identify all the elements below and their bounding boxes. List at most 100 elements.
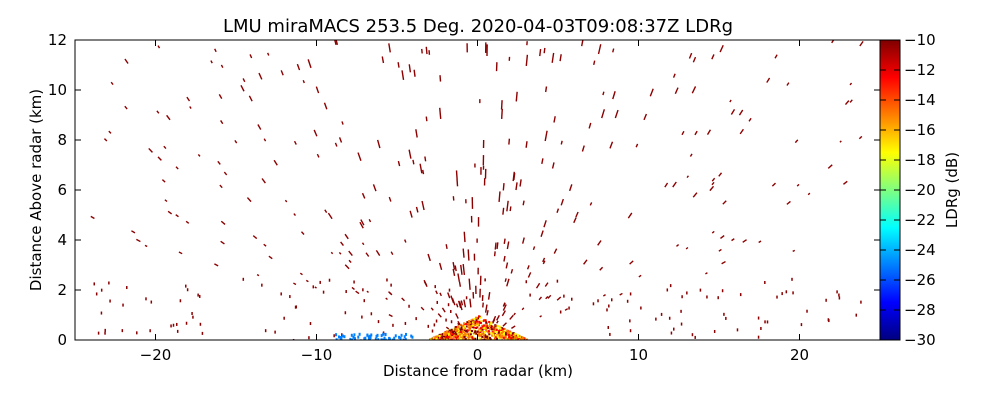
cluster-cell — [474, 330, 477, 333]
streak-dot — [312, 285, 315, 289]
streak-dot — [706, 295, 708, 299]
colorbar-tick-label: −30 — [904, 331, 936, 349]
streak-dot — [434, 285, 436, 289]
cluster-cell — [506, 331, 509, 334]
streak-dot — [289, 295, 291, 299]
streak — [544, 130, 548, 142]
streak-dot — [699, 288, 702, 292]
cluster-cell — [478, 328, 481, 331]
streak — [532, 246, 536, 251]
streak-dot — [199, 322, 202, 326]
low-ldr-cell — [404, 337, 407, 340]
low-ldr-cell — [383, 336, 386, 340]
streak — [573, 217, 577, 224]
streak — [439, 262, 443, 271]
streak-dot — [345, 290, 347, 294]
cluster-cell — [521, 337, 524, 340]
streak — [299, 272, 303, 276]
y-axis-label: Distance Above radar (km) — [27, 89, 45, 291]
streak — [685, 246, 689, 250]
streak — [167, 210, 173, 215]
streak — [597, 44, 602, 55]
cluster-cell — [467, 326, 470, 329]
cluster-cell — [465, 325, 468, 328]
streak-dot — [806, 309, 808, 313]
cluster-cell — [471, 321, 474, 324]
cluster-cell — [448, 337, 451, 340]
cluster-cell — [508, 331, 511, 334]
streak — [341, 121, 344, 125]
streak — [544, 86, 548, 93]
streak — [627, 212, 633, 219]
streak — [372, 184, 377, 192]
streak-dot — [95, 292, 98, 296]
streak-dot — [97, 331, 100, 335]
low-ldr-cell — [380, 334, 383, 338]
cluster-cell — [483, 336, 486, 339]
streak-dot — [201, 331, 204, 335]
streak-dot — [529, 293, 531, 297]
cluster-cell — [502, 332, 505, 335]
cluster-cell — [499, 334, 502, 337]
streak-dot — [563, 294, 565, 298]
streak — [849, 82, 853, 86]
cluster-cell — [492, 329, 495, 332]
streak-dot — [150, 300, 153, 304]
streak — [492, 319, 496, 324]
cluster-cell — [488, 320, 491, 323]
cluster-cell — [460, 328, 463, 331]
streak-dot — [136, 331, 138, 335]
cluster-cell — [494, 331, 497, 334]
x-tick-label: 0 — [473, 346, 483, 364]
cluster-cell — [507, 338, 510, 340]
cluster-cell — [455, 329, 458, 332]
streak-dot — [629, 319, 631, 323]
low-ldr-cell — [341, 334, 344, 338]
streak — [635, 143, 639, 148]
streak — [509, 206, 512, 212]
cluster-cell — [460, 323, 463, 326]
streak — [774, 54, 778, 59]
streak-dot — [126, 286, 128, 290]
streak — [843, 180, 848, 185]
cluster-cell — [446, 332, 449, 335]
streak-dot — [408, 304, 410, 308]
low-ldr-cell — [343, 335, 346, 339]
cluster-cell — [480, 320, 483, 323]
streak — [344, 233, 349, 240]
streak — [435, 290, 438, 295]
streak-dot — [122, 303, 124, 307]
streak — [738, 109, 744, 116]
streak-dot — [104, 331, 106, 335]
streak — [538, 296, 543, 301]
cluster-cell — [488, 325, 491, 328]
streak — [447, 292, 451, 299]
streak — [166, 114, 171, 121]
streak — [246, 197, 252, 203]
cluster-cell — [449, 336, 452, 339]
cluster-cell — [458, 335, 461, 338]
streak — [439, 107, 442, 119]
streak — [214, 48, 217, 53]
cluster-cell — [485, 327, 488, 330]
cluster-cell — [453, 327, 456, 330]
streak-dot — [427, 324, 430, 328]
streak — [601, 109, 606, 119]
streak-dot — [725, 316, 727, 320]
cluster-cell — [445, 336, 448, 339]
streak — [445, 326, 450, 330]
cluster-cell — [500, 330, 503, 333]
streak-dot — [198, 294, 201, 298]
streak — [445, 244, 448, 250]
streak — [542, 257, 546, 263]
cluster-cell — [457, 326, 460, 329]
streak — [302, 79, 305, 84]
cluster-cell — [484, 325, 487, 328]
streak — [457, 320, 462, 327]
streak — [612, 48, 615, 53]
cluster-cell — [478, 320, 481, 323]
streak-dot — [404, 321, 407, 325]
streak — [124, 105, 128, 110]
low-ldr-cell — [381, 338, 384, 340]
cluster-cell — [443, 337, 446, 340]
